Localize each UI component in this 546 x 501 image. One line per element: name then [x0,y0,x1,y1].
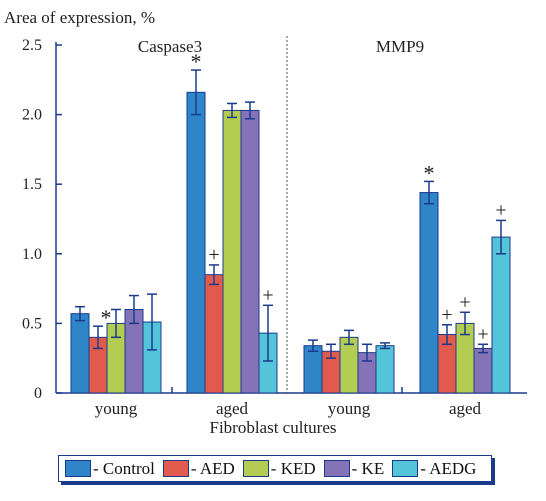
y-axis-label: Area of expression, % [4,8,155,27]
legend-label: - Control [93,458,155,478]
x-axis-label: Fibroblast cultures [209,418,336,437]
bar [303,345,323,394]
group-label: aged [449,399,482,418]
significance-mark: + [459,291,470,313]
bar [222,109,242,394]
bar [419,192,439,394]
group-label: aged [216,399,249,418]
bar [339,336,359,394]
significance-mark: + [208,244,219,266]
significance-mark: * [191,49,202,74]
panel-title: Caspase3 [138,37,202,56]
legend: - Control - AED - KED - KE - AEDG [58,455,492,482]
significance-mark: * [424,160,435,185]
bar [204,274,224,394]
legend-swatch [323,460,350,477]
panel-title: MMP9 [376,37,424,56]
y-tick-label: 2.0 [22,107,42,124]
significance-mark: + [477,323,488,345]
legend-label: - KE [351,458,385,478]
y-tick-label: 0 [34,385,42,402]
legend-item: - KED [242,458,316,479]
bar [70,313,90,394]
legend-item: - AED [162,458,235,479]
group-label: young [95,399,138,418]
y-tick-label: 2.5 [22,37,42,54]
bar [491,236,511,394]
legend-label: - AEDG [420,458,477,478]
legend-label: - AED [190,458,235,478]
significance-mark: + [262,284,273,306]
legend-item: - Control [65,459,155,479]
y-tick-label: 1.5 [22,176,42,193]
group-label: young [328,399,371,418]
significance-mark: + [495,199,506,221]
significance-mark: * [101,305,112,330]
y-tick-label: 1.0 [22,246,42,263]
legend-swatch [65,460,91,477]
bar [473,347,493,394]
significance-mark: + [441,304,452,326]
bar [186,91,206,394]
legend-swatch [242,460,269,477]
y-tick-label: 0.5 [22,315,42,332]
legend-swatch [392,460,419,477]
legend-label: - KED [270,458,316,478]
legend-item: - AEDG [392,459,476,479]
plot-area: 0 0.5 1.0 1.5 2.0 2.5 Caspase3 MMP9 * young * + + age… [22,36,527,418]
legend-item: - KE [323,458,385,479]
legend-swatch [162,460,189,477]
bar [240,109,260,394]
bar [375,345,395,394]
